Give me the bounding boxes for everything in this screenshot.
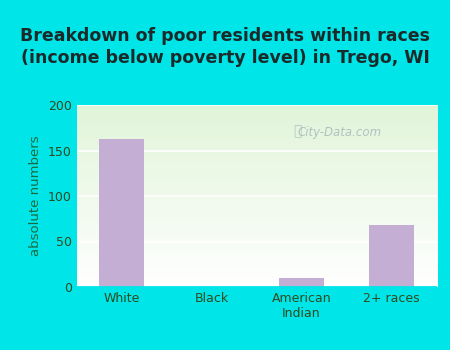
- Y-axis label: absolute numbers: absolute numbers: [29, 136, 42, 256]
- Text: ⦿: ⦿: [294, 124, 302, 138]
- Text: City-Data.com: City-Data.com: [297, 126, 381, 139]
- Bar: [279, 278, 324, 287]
- Text: Breakdown of poor residents within races
(income below poverty level) in Trego, : Breakdown of poor residents within races…: [20, 27, 430, 67]
- Bar: [99, 139, 144, 287]
- Bar: [369, 225, 414, 287]
